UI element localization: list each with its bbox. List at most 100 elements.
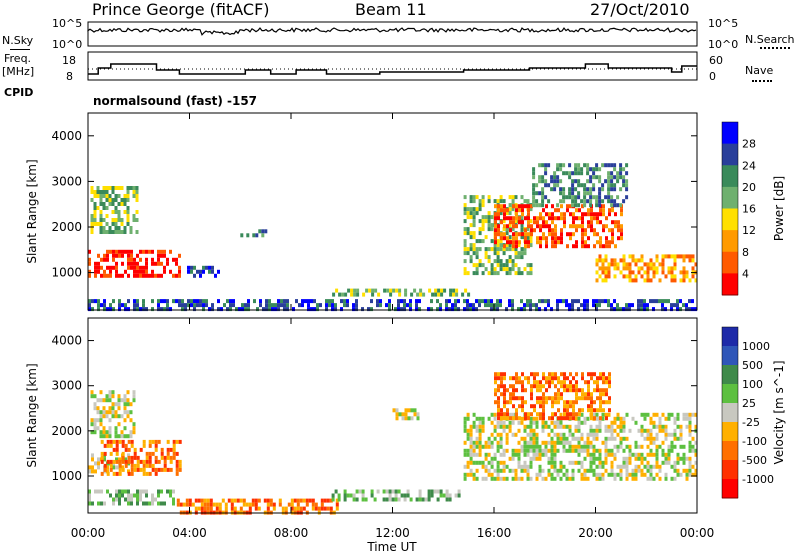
velocity-cell <box>649 428 653 433</box>
power-cell <box>604 163 608 168</box>
power-cell <box>505 307 508 312</box>
power-cell <box>614 224 617 229</box>
velocity-cell <box>500 380 503 385</box>
power-cell <box>157 273 160 278</box>
velocity-cell <box>343 489 347 494</box>
velocity-cell <box>569 416 572 421</box>
power-cell <box>578 208 581 213</box>
power-cell <box>682 274 686 279</box>
power-cell <box>592 195 596 200</box>
velocity-cell <box>439 493 443 498</box>
power-cell <box>115 261 118 266</box>
power-cell <box>541 179 545 184</box>
velocity-cell <box>592 432 596 437</box>
velocity-cell <box>133 467 137 472</box>
power-cell <box>157 261 160 266</box>
velocity-cell <box>532 416 536 421</box>
velocity-cell <box>691 464 695 469</box>
power-cell <box>103 257 106 262</box>
velocity-cell <box>613 452 617 457</box>
velocity-cell <box>529 476 533 481</box>
velocity-cell <box>466 464 470 469</box>
power-cell <box>172 257 175 262</box>
velocity-cell <box>139 489 142 494</box>
power-cell <box>463 243 467 248</box>
velocity-cell <box>601 476 605 481</box>
power-cell <box>640 258 644 263</box>
power-cell <box>277 303 280 308</box>
power-cell <box>508 223 512 228</box>
power-cell <box>592 187 596 192</box>
velocity-cell <box>550 456 554 461</box>
power-cell <box>667 299 670 304</box>
power-cell <box>589 187 593 192</box>
power-cell <box>604 274 608 279</box>
power-cell <box>247 307 250 312</box>
velocity-cell <box>269 498 273 503</box>
power-cell <box>388 303 391 308</box>
velocity-cell <box>129 402 133 407</box>
power-cell <box>353 292 357 297</box>
power-cell <box>611 236 614 241</box>
power-cell <box>640 303 643 308</box>
power-cell <box>536 240 539 245</box>
power-cell <box>566 232 569 237</box>
power-cell <box>628 303 631 308</box>
power-cell <box>466 307 469 312</box>
velocity-cell <box>427 493 431 498</box>
velocity-cell <box>646 428 650 433</box>
power-cell <box>151 299 154 304</box>
power-cell <box>376 299 379 304</box>
velocity-cell <box>643 428 647 433</box>
power-cell <box>616 195 620 200</box>
power-cell <box>499 195 503 200</box>
power-cell <box>535 199 539 204</box>
power-cell <box>608 228 611 233</box>
power-cell <box>310 299 313 304</box>
power-cell <box>99 198 103 202</box>
velocity-cell <box>296 502 300 507</box>
velocity-cell <box>619 472 623 477</box>
power-cell <box>166 307 169 312</box>
power-cell <box>127 265 130 270</box>
power-cell <box>568 163 572 168</box>
power-colorbar-frame <box>721 121 739 296</box>
velocity-cell <box>682 412 686 417</box>
power-cell <box>587 212 590 217</box>
velocity-cell <box>151 439 155 444</box>
power-cell <box>178 269 181 274</box>
velocity-colorbar-tick: -500 <box>742 454 767 467</box>
velocity-cell <box>610 472 614 477</box>
power-cell <box>625 195 629 200</box>
velocity-cell <box>556 472 560 477</box>
power-cell <box>416 292 420 297</box>
power-cell <box>118 307 121 312</box>
velocity-cell <box>145 489 148 494</box>
power-cell <box>511 247 515 252</box>
power-cell <box>91 307 94 312</box>
power-cell <box>598 258 602 263</box>
power-cell <box>499 243 503 248</box>
power-cell <box>551 232 554 237</box>
power-cell <box>655 258 659 263</box>
velocity-cell <box>410 416 414 421</box>
velocity-cell <box>478 416 482 421</box>
power-cell <box>646 278 650 283</box>
velocity-cell <box>646 436 650 441</box>
velocity-cell <box>667 416 671 421</box>
power-cell <box>572 232 575 237</box>
velocity-cell <box>532 444 536 449</box>
velocity-cell <box>593 408 596 413</box>
power-cell <box>670 266 674 271</box>
power-cell <box>123 198 127 202</box>
velocity-cell <box>499 468 503 473</box>
velocity-cell <box>592 436 596 441</box>
power-cell <box>568 175 572 180</box>
power-cell <box>136 253 139 258</box>
velocity-cell <box>88 501 91 506</box>
velocity-cell <box>427 489 431 494</box>
power-cell <box>514 263 518 268</box>
power-cell <box>283 307 286 312</box>
power-cell <box>589 179 593 184</box>
velocity-cell <box>145 471 149 476</box>
